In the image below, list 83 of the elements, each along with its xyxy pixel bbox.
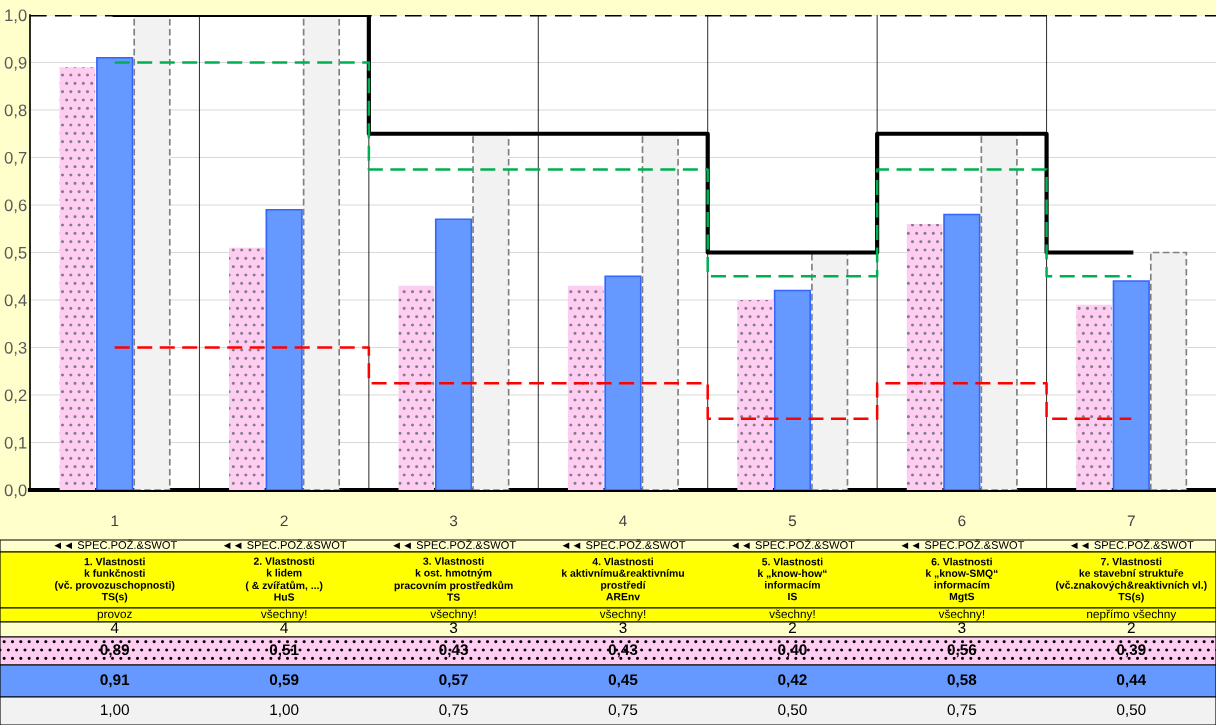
text: všechny! — [260, 609, 307, 621]
text: 2. Vlastnosti k lidem ( & zvířatům, ...) HuS — [245, 557, 323, 601]
text: nepřímo všechny — [1087, 609, 1177, 621]
bar — [133, 15, 171, 490]
bar — [906, 224, 943, 490]
bar — [737, 300, 773, 490]
text: 2 — [1127, 622, 1135, 633]
text: provoz — [97, 611, 132, 621]
x-tick-label: 2 — [280, 515, 288, 527]
data-label: 0,39 — [1117, 644, 1146, 658]
text: všechny! — [769, 609, 815, 621]
x-tick-label: 4 — [619, 515, 627, 527]
y-tick-label: 0,8 — [4, 104, 27, 119]
data-label: 0,43 — [608, 644, 638, 658]
text: ◄◄ SPEC.POŽ.&SWOT — [223, 539, 347, 550]
bar — [265, 208, 303, 490]
data-label: 1,00 — [270, 704, 299, 717]
data-label: 0,50 — [1117, 704, 1146, 717]
x-tick-label: 3 — [449, 515, 458, 527]
y-tick-label: 0,0 — [4, 484, 27, 499]
data-label: 0,89 — [100, 644, 130, 658]
bar — [229, 247, 265, 490]
y-tick-label: 0,6 — [4, 199, 27, 214]
y-tick-label: 0,9 — [4, 56, 27, 71]
bar — [1149, 251, 1188, 490]
text: všechny! — [599, 609, 646, 621]
text: 7. Vlastnosti ke stavební struktuře (vč.znakových&reaktivních vl.) TS(s) — [1055, 557, 1207, 603]
text: 3 — [958, 622, 966, 634]
y-tick-label: 1,0 — [5, 9, 27, 24]
text: ◄◄ SPEC.POŽ.&SWOT — [54, 539, 178, 550]
text: ◄◄ SPEC.POŽ.&SWOT — [901, 539, 1025, 550]
data-label: 0,40 — [778, 644, 807, 658]
bar — [1076, 304, 1112, 490]
text: všechny! — [938, 609, 985, 621]
text: ◄◄ SPEC.POŽ.&SWOT — [1070, 539, 1194, 550]
text: 4. Vlastnosti k aktivnímu&reaktivnímu prostředí AREnv — [562, 557, 684, 601]
y-tick-label: 0,4 — [4, 294, 27, 309]
data-label: 0,50 — [778, 704, 807, 717]
bar — [59, 67, 96, 490]
y-tick-label: 0,2 — [4, 389, 27, 404]
bar — [943, 213, 981, 490]
data-label: 0,75 — [608, 704, 638, 717]
y-tick-label: 0,5 — [4, 246, 27, 261]
y-tick-label: 0,1 — [4, 436, 27, 451]
text: 4 — [280, 622, 288, 633]
text: ◄◄ SPEC.POŽ.&SWOT — [562, 539, 686, 550]
text: 3. Vlastnosti k ost. hmotným pracovním prostředkům TS — [394, 557, 513, 601]
data-label: 0,51 — [269, 644, 299, 658]
text: 1. Vlastnosti k funkčnosti (vč. provozuschopnosti) TS(s) — [55, 557, 175, 603]
data-label: 0,44 — [1117, 674, 1147, 688]
bar — [96, 56, 134, 490]
bar — [773, 289, 812, 490]
text: ◄◄ SPEC.POŽ.&SWOT — [393, 539, 516, 550]
bar — [434, 218, 473, 490]
bar — [302, 15, 341, 490]
text: 6. Vlastnosti k „know-SMQ“ informacím MgtS — [926, 557, 998, 603]
text: 5. Vlastnosti k „know-how“ informacím IS — [758, 557, 827, 601]
data-label: 0,58 — [947, 674, 977, 688]
data-label: 0,75 — [947, 704, 977, 717]
data-label: 0,45 — [608, 674, 638, 688]
x-tick-label: 1 — [111, 515, 119, 527]
text: 3 — [619, 622, 627, 634]
data-label: 0,42 — [778, 674, 807, 688]
data-label: 1,00 — [101, 704, 129, 717]
data-label: 0,59 — [269, 674, 299, 688]
text: 4 — [110, 622, 119, 633]
y-tick-label: 0,3 — [4, 341, 27, 356]
x-tick-label: 6 — [958, 515, 966, 527]
bar — [604, 275, 642, 490]
data-label: 0,75 — [439, 704, 468, 717]
text: 3 — [449, 622, 458, 634]
data-label: 0,43 — [439, 644, 468, 658]
text: 2 — [788, 622, 796, 633]
text: ◄◄ SPEC.POŽ.&SWOT — [732, 539, 855, 550]
data-label: 0,57 — [439, 674, 468, 688]
bar — [398, 285, 435, 490]
y-tick-label: 0,7 — [4, 151, 27, 166]
text: všechny! — [430, 609, 476, 621]
x-tick-label: 7 — [1127, 515, 1135, 527]
bar — [567, 285, 604, 490]
data-label: 0,91 — [100, 674, 130, 688]
x-tick-label: 5 — [788, 515, 797, 527]
bar — [1112, 280, 1150, 490]
